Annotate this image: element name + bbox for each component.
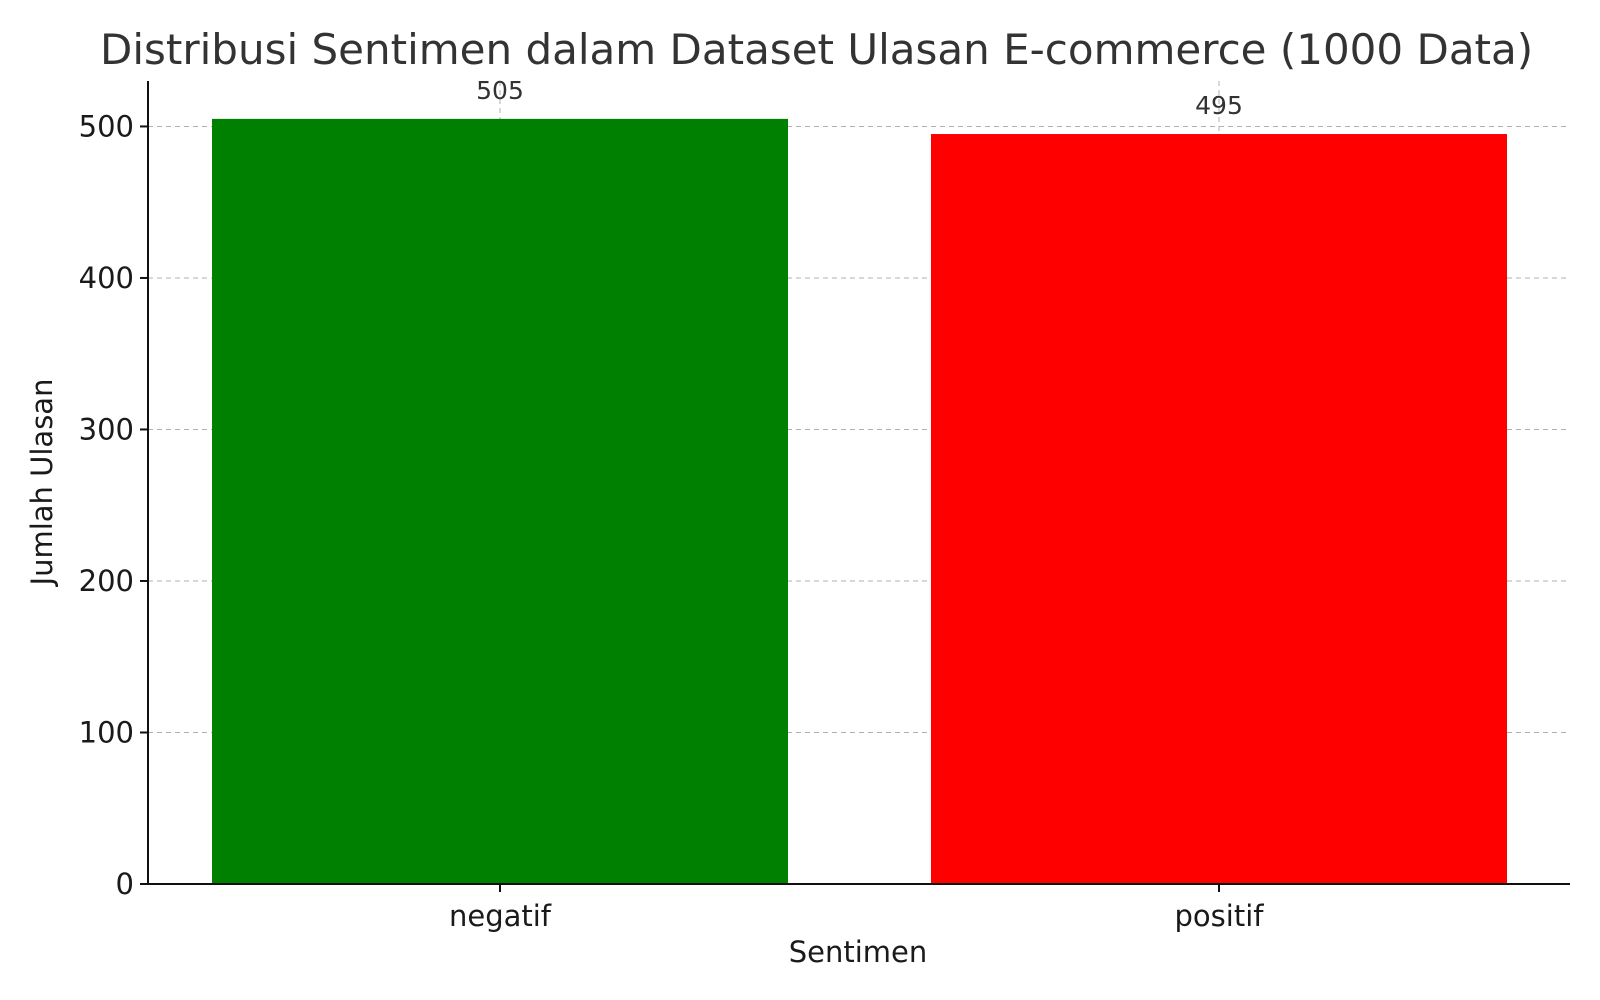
- x-axis-label: Sentimen: [789, 935, 928, 969]
- y-tick-label: 400: [79, 261, 134, 295]
- value-labels: 505 495: [476, 76, 1243, 120]
- y-tick-label: 0: [116, 867, 134, 901]
- bars: [212, 118, 1507, 884]
- y-tick-label: 200: [79, 564, 134, 598]
- y-tick-label: 500: [79, 109, 134, 143]
- x-tick-label-negatif: negatif: [449, 899, 552, 933]
- bar-positif: [931, 134, 1507, 884]
- axes: [147, 81, 1570, 885]
- y-axis-label: Jumlah Ulasan: [25, 379, 59, 588]
- y-tick-label: 300: [79, 412, 134, 446]
- value-label-positif: 495: [1195, 91, 1243, 120]
- bar-negatif: [212, 118, 788, 884]
- y-tick-label: 100: [79, 715, 134, 749]
- value-label-negatif: 505: [476, 76, 524, 105]
- x-tick-label-positif: positif: [1175, 899, 1265, 933]
- chart-title: Distribusi Sentimen dalam Dataset Ulasan…: [100, 25, 1533, 74]
- ticks: 0 100 200 300 400 500 negatif positif: [79, 109, 1265, 933]
